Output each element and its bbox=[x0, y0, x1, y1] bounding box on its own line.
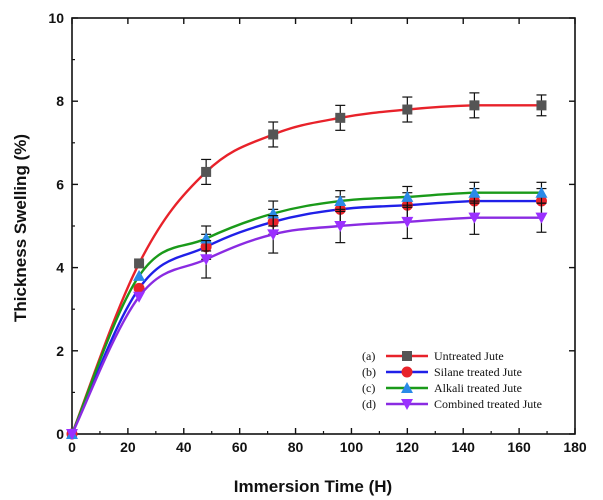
x-tick-label: 160 bbox=[507, 439, 531, 455]
data-point bbox=[133, 269, 146, 281]
series-layer bbox=[66, 92, 548, 440]
data-point bbox=[468, 186, 481, 198]
x-tick-label: 180 bbox=[563, 439, 587, 455]
x-tick-label: 100 bbox=[340, 439, 364, 455]
y-tick-label: 8 bbox=[56, 93, 64, 109]
data-point bbox=[334, 221, 347, 232]
x-tick-label: 80 bbox=[288, 439, 304, 455]
y-tick-label: 10 bbox=[48, 10, 64, 26]
data-point bbox=[401, 216, 414, 228]
x-axis-title: Immersion Time (H) bbox=[234, 477, 392, 496]
x-tick-label: 40 bbox=[176, 439, 192, 455]
legend-prefix: (a) bbox=[362, 349, 375, 363]
x-tick-label: 0 bbox=[68, 439, 76, 455]
data-point bbox=[267, 229, 280, 241]
data-point bbox=[469, 100, 480, 111]
x-tick-label: 60 bbox=[232, 439, 248, 455]
x-tick-label: 140 bbox=[452, 439, 476, 455]
series-combined-treated-jute bbox=[66, 200, 548, 440]
series-line bbox=[70, 104, 542, 435]
legend-prefix: (b) bbox=[362, 365, 376, 379]
legend-marker bbox=[402, 351, 412, 361]
legend-prefix: (d) bbox=[362, 397, 376, 411]
legend-marker bbox=[401, 382, 413, 393]
legend-label: Alkali treated Jute bbox=[434, 381, 522, 395]
y-tick-label: 0 bbox=[56, 426, 64, 442]
data-point bbox=[66, 429, 78, 440]
data-point bbox=[535, 186, 548, 198]
data-point bbox=[334, 195, 347, 207]
data-point bbox=[134, 258, 145, 269]
y-axis-title: Thickness Swelling (%) bbox=[11, 134, 30, 322]
x-tick-label: 120 bbox=[396, 439, 420, 455]
data-point bbox=[536, 100, 547, 111]
series-line bbox=[70, 191, 542, 435]
series-untreated-jute bbox=[67, 92, 547, 439]
y-tick-label: 4 bbox=[56, 260, 64, 276]
data-point bbox=[268, 129, 279, 140]
series-line bbox=[70, 216, 542, 435]
legend-label: Combined treated Jute bbox=[434, 397, 542, 411]
y-tick-label: 6 bbox=[56, 176, 64, 192]
data-point bbox=[133, 291, 146, 303]
legend-label: Silane treated Jute bbox=[434, 365, 522, 379]
legend-marker bbox=[401, 399, 413, 410]
legend-marker bbox=[401, 366, 413, 378]
x-tick-label: 20 bbox=[120, 439, 136, 455]
legend-prefix: (c) bbox=[362, 381, 375, 395]
y-tick-label: 2 bbox=[56, 343, 64, 359]
data-point bbox=[535, 212, 548, 224]
data-point bbox=[200, 254, 213, 266]
data-point bbox=[401, 190, 414, 202]
legend: (a) Untreated Jute (b) Silane treated Jute (… bbox=[362, 349, 542, 411]
data-point bbox=[133, 282, 145, 294]
ticks: 0 20 40 60 80 100 120 140 160 180 0 2 4 6 8 10 bbox=[48, 10, 586, 455]
legend-label: Untreated Jute bbox=[434, 349, 504, 363]
data-point bbox=[468, 212, 481, 224]
data-point bbox=[402, 104, 413, 115]
data-point bbox=[335, 112, 346, 123]
data-point bbox=[201, 166, 212, 177]
